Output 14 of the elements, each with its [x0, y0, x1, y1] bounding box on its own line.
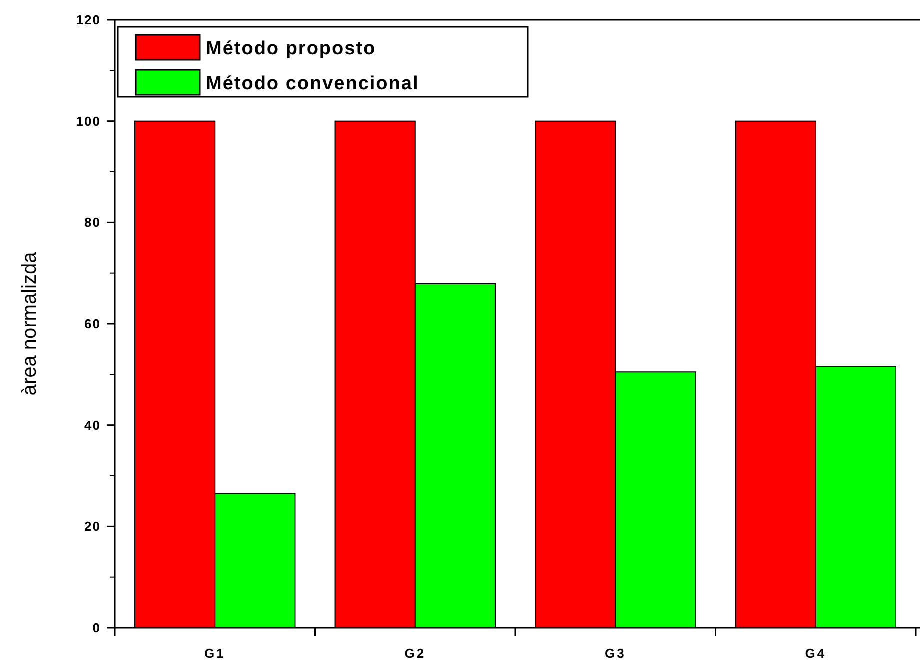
y-tick-label: 40 — [84, 418, 101, 433]
y-tick-label: 80 — [84, 215, 101, 230]
x-tick-label: G1 — [204, 646, 226, 661]
x-tick-label: G4 — [805, 646, 827, 661]
y-tick-label: 100 — [76, 114, 101, 129]
x-tick-label: G3 — [604, 646, 626, 661]
y-tick-label: 0 — [92, 620, 101, 636]
legend-label: Método proposto — [206, 38, 376, 60]
y-tick-label: 120 — [76, 12, 101, 28]
y-axis-title: àrea normalizda — [19, 251, 41, 396]
legend-label: Método convencional — [206, 74, 420, 95]
y-tick-label: 20 — [84, 519, 101, 534]
y-tick-label: 60 — [84, 316, 101, 332]
x-tick-label: G2 — [404, 646, 426, 661]
